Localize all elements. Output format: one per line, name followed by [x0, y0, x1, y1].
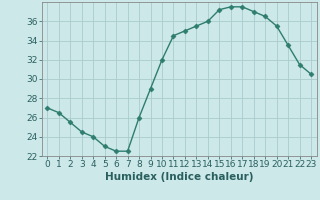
X-axis label: Humidex (Indice chaleur): Humidex (Indice chaleur): [105, 172, 253, 182]
